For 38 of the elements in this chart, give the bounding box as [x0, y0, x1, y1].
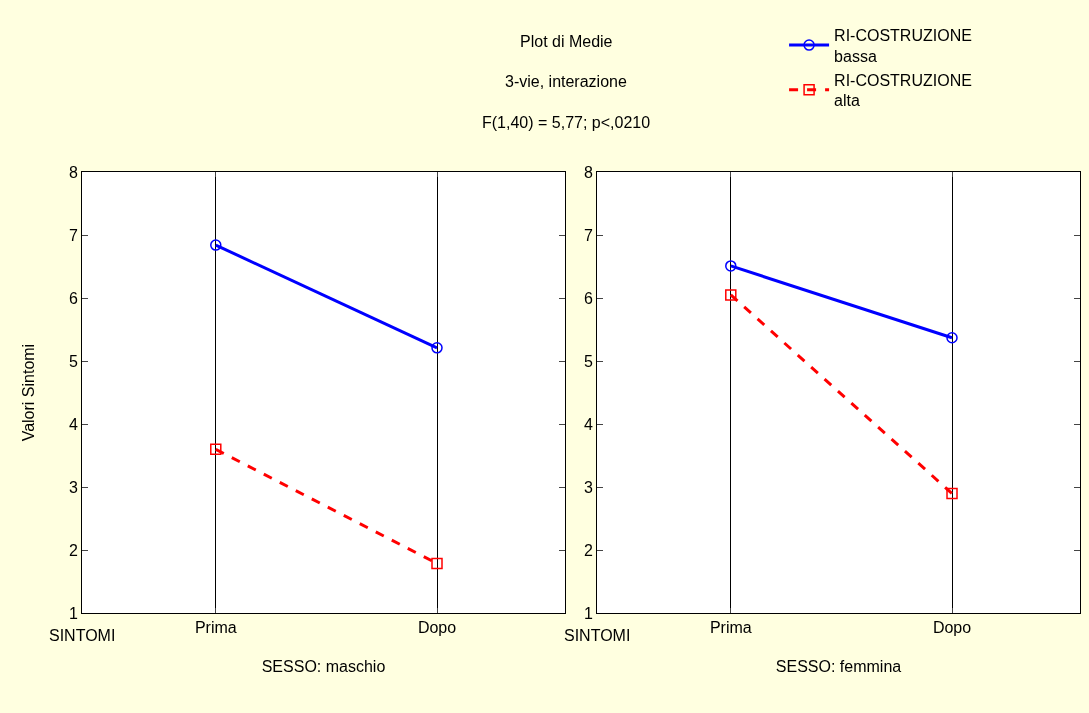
x-tick-label: Dopo: [932, 619, 972, 637]
y-tick-label: 2: [583, 541, 593, 559]
y-tick-label: 7: [583, 226, 593, 244]
y-tick-label: 4: [583, 415, 593, 433]
y-tick-label: 1: [583, 604, 593, 622]
point: [725, 260, 737, 272]
legend-label: RI-COSTRUZIONE alta: [834, 71, 972, 110]
y-tick-label: 8: [583, 163, 593, 181]
point: [946, 487, 958, 500]
text: SINTOMI: [564, 627, 631, 644]
text: F(1,40) = 5,77; p<,0210: [482, 114, 651, 131]
y-tick-label: 1: [68, 604, 78, 622]
y-tick-label: 3: [583, 478, 593, 496]
y-tick-label: 5: [583, 352, 593, 370]
point: [431, 557, 443, 570]
point: [946, 332, 958, 344]
y-tick-label: 7: [68, 226, 78, 244]
x-axis-title: SESSO: maschio: [261, 658, 386, 676]
point: [725, 289, 737, 301]
x-tick-label: Prima: [194, 619, 237, 637]
y-tick-label: 6: [583, 289, 593, 307]
y-tick-label: 6: [68, 289, 78, 307]
y-tick-label: 5: [68, 352, 78, 370]
legend-label: RI-COSTRUZIONE bassa: [834, 26, 972, 65]
y-tick-label: 4: [68, 415, 78, 433]
chart-title: Plot di Medie: [520, 33, 613, 50]
point: [210, 239, 222, 251]
y-tick-label: 8: [68, 163, 78, 181]
y-axis-title: Valori Sintomi: [19, 343, 37, 442]
text: SINTOMI: [49, 627, 116, 644]
y-tick-label: 2: [68, 541, 78, 559]
x-tick-label: Dopo: [417, 619, 457, 637]
point: [210, 443, 222, 456]
y-tick-label: 3: [68, 478, 78, 496]
x-axis-title: SESSO: femmina: [775, 658, 902, 676]
x-tick-label: Prima: [709, 619, 752, 637]
chart-subtitle: 3-vie, interazione: [505, 73, 627, 90]
point: [431, 342, 443, 354]
